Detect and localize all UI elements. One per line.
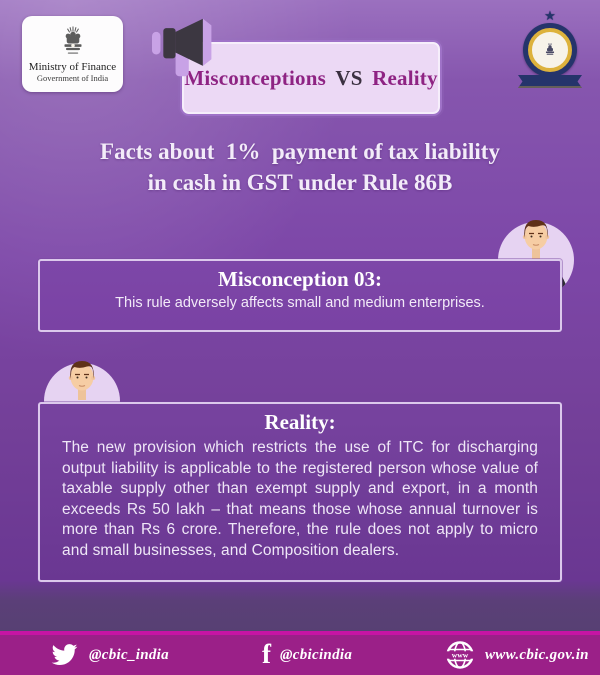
cbic-badge-circle — [523, 23, 577, 77]
website-url: www.cbic.gov.in — [485, 646, 589, 663]
banner-title: Misconceptions VS Reality — [184, 66, 437, 91]
footer-bar: @cbic_india f @cbicindia www www.cbic.go… — [0, 631, 600, 675]
misconception-heading: Misconception 03: — [218, 267, 382, 291]
banner-word-misconceptions: Misconceptions — [184, 65, 326, 90]
reality-heading: Reality: — [264, 410, 336, 434]
facebook-handle: @cbicindia — [280, 646, 353, 663]
facebook-handle-group: f @cbicindia — [262, 635, 352, 675]
misconception-box: Misconception 03: This rule adversely af… — [38, 259, 562, 332]
facebook-icon: f — [262, 638, 271, 669]
reality-box: Reality: The new provision which restric… — [38, 402, 562, 582]
twitter-handle: @cbic_india — [89, 646, 169, 663]
ministry-of-finance-card: Ministry of Finance Government of India — [22, 16, 123, 92]
cbic-logo: ★ — [516, 8, 584, 88]
globe-www-label: www — [452, 651, 469, 660]
misconception-statement: This rule adversely affects small and me… — [115, 295, 485, 311]
government-of-india-label: Government of India — [36, 72, 109, 83]
misconceptions-vs-reality-banner: Misconceptions VS Reality — [180, 40, 442, 116]
page-title: Facts about 1% payment of tax liability … — [0, 136, 600, 198]
twitter-icon — [51, 644, 78, 666]
ministry-name: Ministry of Finance — [28, 60, 117, 73]
globe-www-icon: www — [445, 641, 475, 669]
title-line-2: in cash in GST under Rule 86B — [147, 170, 453, 195]
website-group: www www.cbic.gov.in — [444, 635, 589, 675]
cbic-emblem-icon — [545, 42, 555, 55]
cbic-badge-center — [528, 28, 572, 72]
cbic-star-icon: ★ — [544, 8, 556, 23]
twitter-handle-group: @cbic_india — [48, 635, 169, 675]
reality-body-text: The new provision which restricts the us… — [62, 439, 538, 559]
ashoka-emblem-icon — [64, 26, 81, 54]
banner-word-vs: VS — [335, 65, 363, 90]
banner-word-reality: Reality — [372, 65, 438, 90]
title-line-1: Facts about 1% payment of tax liability — [100, 139, 500, 164]
cbic-ribbon — [518, 75, 582, 88]
megaphone-icon — [152, 18, 212, 77]
